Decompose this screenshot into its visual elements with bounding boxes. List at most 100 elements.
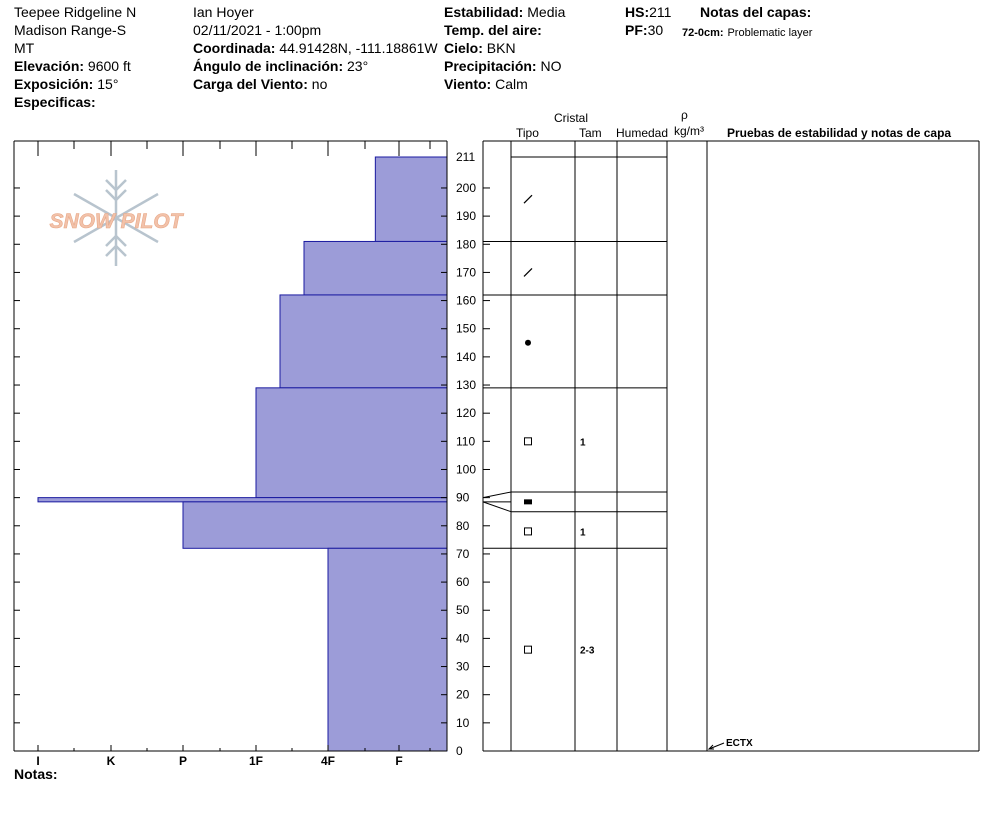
- depth-label-211: 211: [456, 150, 475, 164]
- slope-value: 23°: [347, 58, 369, 74]
- layer-note-text: Problematic layer: [727, 27, 813, 39]
- hardness-bar-6: [327, 547, 448, 752]
- hardness-bar-0: [374, 156, 448, 242]
- location: Teepee Ridgeline N: [14, 4, 137, 20]
- precip-label: Precipitación:: [444, 58, 537, 74]
- wind: Viento: Calm: [444, 76, 528, 93]
- size-header: Tam: [579, 126, 602, 140]
- crystal-faceted-icon-5: [524, 527, 532, 536]
- connector-top: [482, 491, 512, 499]
- aspect: Exposición: 15°: [14, 76, 118, 93]
- hardness-label-F: F: [395, 754, 402, 768]
- hardness-label-4F: 4F: [321, 754, 335, 768]
- depth-label-60: 60: [456, 575, 470, 589]
- test-arrow-head-0: [707, 744, 714, 750]
- depth-label-100: 100: [456, 462, 476, 476]
- hardness-bar-2: [279, 294, 448, 389]
- hs-label: HS:: [625, 4, 650, 20]
- crystal-size-3: 1: [580, 437, 586, 448]
- connector-bottom: [482, 501, 512, 513]
- elevation-value: 9600 ft: [87, 58, 131, 74]
- penetration-foot: PF:30: [625, 22, 663, 39]
- test-label-0: ECTX: [726, 738, 753, 749]
- hs-value: 211: [649, 4, 672, 20]
- rho-header: ρ: [681, 108, 688, 122]
- coord-label: Coordinada:: [193, 40, 276, 56]
- hardness-label-I: I: [36, 754, 39, 768]
- hardness-bar-5: [182, 501, 448, 549]
- datetime: 02/11/2021 - 1:00pm: [193, 22, 322, 38]
- wind-load-label: Carga del Viento:: [193, 76, 308, 92]
- depth-label-50: 50: [456, 603, 470, 617]
- crystal-crust-icon-4: [524, 499, 532, 505]
- sky-label: Cielo:: [444, 40, 483, 56]
- depth-label-200: 200: [456, 181, 476, 195]
- layer-notes-label: Notas del capas:: [700, 4, 812, 20]
- mountain-range: Madison Range-S: [14, 22, 127, 38]
- wind-load-value: no: [311, 76, 328, 92]
- moisture-header: Humedad: [616, 126, 669, 140]
- hardness-bar-3: [255, 387, 448, 499]
- elevation: Elevación: 9600 ft: [14, 58, 131, 75]
- depth-label-10: 10: [456, 716, 470, 730]
- notes-label: Notas:: [14, 766, 58, 782]
- slope-angle: Ángulo de inclinación: 23°: [193, 58, 368, 75]
- depth-label-90: 90: [456, 491, 470, 505]
- depth-label-150: 150: [456, 322, 476, 336]
- crystal-decomposing-icon-0: [523, 194, 533, 204]
- crystal-faceted-icon-6: [524, 645, 532, 654]
- hardness-label-P: P: [179, 754, 187, 768]
- wind-label: Viento:: [444, 76, 492, 92]
- stability-value: Media: [527, 4, 566, 20]
- air-temp-label: Temp. del aire:: [444, 22, 542, 38]
- depth-label-20: 20: [456, 688, 470, 702]
- hardness-bar-4: [37, 497, 448, 503]
- elevation-label: Elevación:: [14, 58, 85, 74]
- depth-label-140: 140: [456, 350, 476, 364]
- slope-label: Ángulo de inclinación:: [193, 58, 344, 74]
- precipitation: Precipitación: NO: [444, 58, 561, 75]
- density-unit-header: kg/m³: [674, 124, 704, 138]
- crystal-decomposing-icon-1: [523, 267, 533, 277]
- logo-text: SNOW PILOT: [50, 210, 185, 233]
- state: MT: [14, 40, 35, 56]
- air-temp: Temp. del aire:: [444, 22, 542, 39]
- pf-value: 30: [647, 22, 664, 38]
- pf-label: PF:: [625, 22, 648, 38]
- depth-label-190: 190: [456, 209, 476, 223]
- layer-note: 72-0cm: Problematic layer: [682, 23, 812, 42]
- depth-label-0: 0: [456, 744, 463, 758]
- depth-label-170: 170: [456, 265, 476, 279]
- coord-value: 44.91428N, -111.18861W: [279, 40, 438, 56]
- depth-label-120: 120: [456, 406, 476, 420]
- depth-label-30: 30: [456, 660, 470, 674]
- depth-label-160: 160: [456, 294, 476, 308]
- type-header: Tipo: [516, 126, 539, 140]
- stability: Estabilidad: Media: [444, 4, 565, 21]
- sky-value: BKN: [486, 40, 516, 56]
- coordinates: Coordinada: 44.91428N, -111.18861W: [193, 40, 438, 57]
- tests-header: Pruebas de estabilidad y notas de capa: [727, 126, 952, 140]
- hardness-label-1F: 1F: [249, 754, 263, 768]
- crystal-rounded-icon-2: [525, 339, 531, 346]
- crystal-header: Cristal: [554, 111, 589, 125]
- observer: Ian Hoyer: [193, 4, 254, 20]
- crystal-size-5: 1: [580, 527, 586, 538]
- depth-label-130: 130: [456, 378, 476, 392]
- crystal-size-6: 2-3: [580, 646, 595, 657]
- stability-label: Estabilidad:: [444, 4, 524, 20]
- depth-label-80: 80: [456, 519, 470, 533]
- aspect-value: 15°: [97, 76, 119, 92]
- sky: Cielo: BKN: [444, 40, 516, 57]
- snow-height: HS:211: [625, 4, 671, 21]
- layer-note-depth: 72-0cm:: [682, 27, 724, 39]
- wind-loading: Carga del Viento: no: [193, 76, 327, 93]
- depth-label-180: 180: [456, 237, 476, 251]
- specifics-label: Especificas:: [14, 94, 96, 110]
- hardness-label-K: K: [107, 754, 116, 768]
- hardness-bar-1: [303, 240, 448, 296]
- depth-label-40: 40: [456, 631, 470, 645]
- depth-label-110: 110: [456, 434, 475, 448]
- wind-value: Calm: [495, 76, 528, 92]
